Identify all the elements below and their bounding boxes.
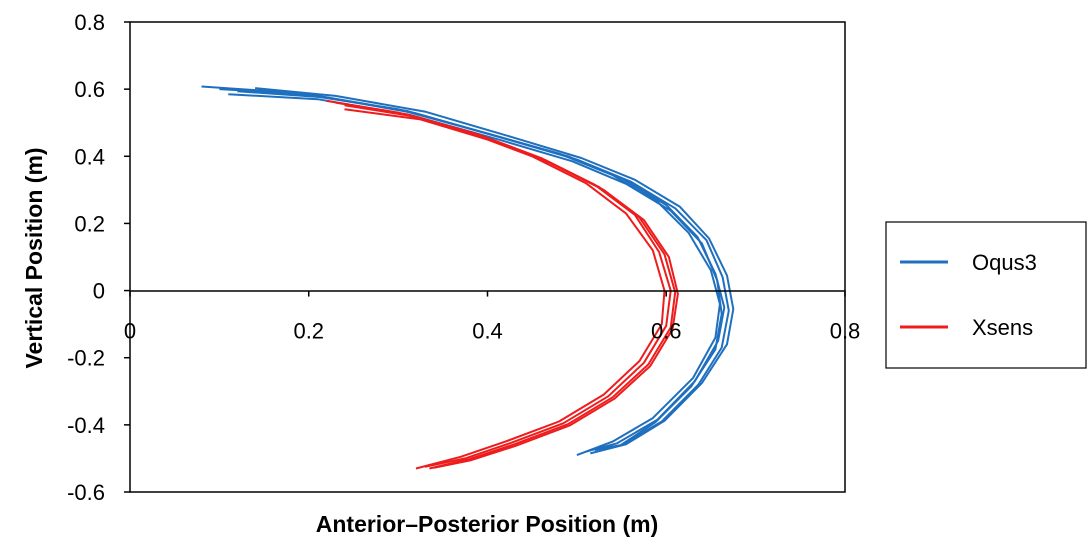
x-tick-label: 0.8 [830,319,861,344]
y-tick-label: 0 [93,279,105,304]
plot-area [129,21,846,493]
x-axis-title: Anterior–Posterior Position (m) [316,511,658,537]
y-tick-label: 0.8 [74,10,105,35]
x-tick-label: 0.2 [293,319,324,344]
y-axis-ticks: 0.8 0.6 0.4 0.2 0 -0.2 -0.4 -0.6 [67,10,130,505]
series-line-xsens [344,108,679,469]
legend-label-oqus3: Oqus3 [972,250,1037,275]
y-tick-label: -0.2 [67,346,105,371]
y-tick-label: -0.4 [67,413,105,438]
y-tick-label: 0.6 [74,77,105,102]
legend: Oqus3 Xsens [885,221,1087,369]
y-tick-label: 0.2 [74,211,105,236]
series-line-oqus3 [237,90,730,451]
legend-label-xsens: Xsens [972,315,1033,340]
x-tick-label: 0.6 [651,319,682,344]
y-axis-title: Vertical Position (m) [21,147,47,368]
x-tick-label: 0 [124,319,136,344]
legend-box [885,221,1087,369]
x-tick-label: 0.4 [472,319,503,344]
x-axis-ticks: 0 0.2 0.4 0.6 0.8 [124,290,861,344]
series-line-oqus3 [255,87,735,455]
y-tick-label: -0.6 [67,480,105,505]
y-tick-label: 0.4 [74,144,105,169]
